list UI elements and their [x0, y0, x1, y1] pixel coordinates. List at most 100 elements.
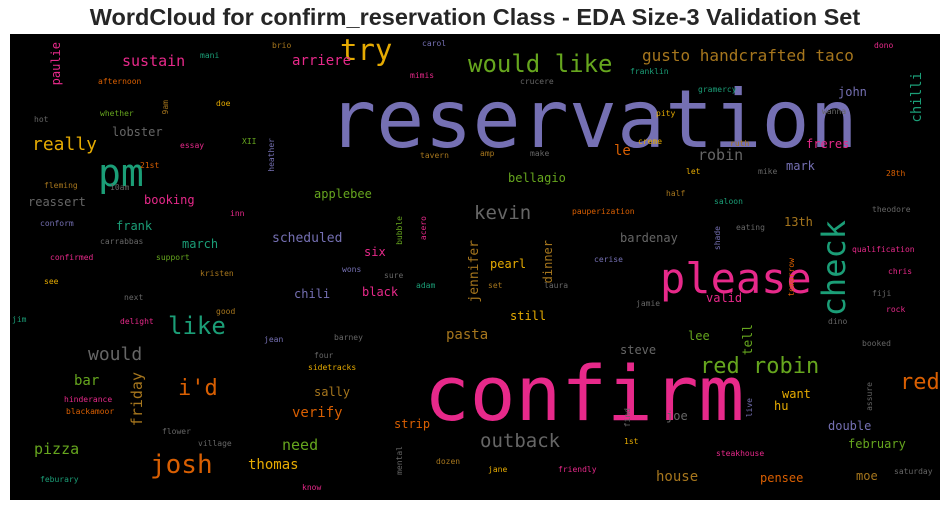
cloud-word: jamie: [636, 299, 661, 308]
cloud-word: dono: [874, 41, 894, 50]
cloud-word: steve: [620, 343, 657, 357]
cloud-word: jean: [264, 335, 284, 344]
cloud-word: jim: [12, 315, 27, 324]
cloud-word: wons: [342, 265, 362, 274]
cloud-word: would like: [468, 50, 613, 78]
cloud-word: booked: [862, 339, 891, 348]
cloud-word: strip: [394, 417, 431, 431]
cloud-word: crucere: [520, 77, 554, 86]
cloud-word: eating: [736, 223, 765, 232]
cloud-word: shade: [713, 226, 722, 251]
cloud-word: laura: [544, 281, 569, 290]
cloud-word: sally: [314, 385, 351, 399]
cloud-word: need: [282, 436, 319, 454]
cloud-word: red robin: [700, 354, 820, 379]
cloud-word: barney: [334, 333, 363, 342]
cloud-word: black: [362, 285, 399, 299]
cloud-word: 10am: [110, 183, 130, 192]
cloud-word: fiji: [872, 289, 892, 298]
cloud-word: kevin: [474, 202, 532, 224]
cloud-word: le: [614, 143, 631, 159]
chart-title: WordCloud for confirm_reservation Class …: [89, 4, 861, 30]
cloud-word: ruth: [730, 139, 750, 148]
cloud-word: live: [745, 398, 754, 418]
cloud-word: whether: [100, 109, 134, 118]
cloud-word: josh: [150, 450, 213, 480]
cloud-word: find: [623, 408, 632, 428]
cloud-word: scheduled: [272, 231, 343, 246]
cloud-word: six: [364, 245, 386, 259]
cloud-word: sidetracks: [308, 363, 357, 372]
cloud-word: red: [900, 370, 940, 395]
cloud-word: would: [88, 344, 143, 365]
cloud-word: outback: [480, 430, 561, 452]
cloud-word: pasta: [446, 327, 489, 343]
cloud-word: confirmed: [50, 253, 94, 262]
cloud-word: creme: [638, 137, 663, 146]
cloud-word: brio: [272, 41, 292, 50]
cloud-word: chilli: [909, 72, 925, 123]
cloud-word: good: [216, 307, 236, 316]
cloud-word: rock: [886, 305, 906, 314]
cloud-word: gusto handcrafted taco: [642, 46, 854, 65]
cloud-word: mimis: [410, 71, 435, 80]
cloud-word: friday: [128, 372, 146, 427]
wordcloud-canvas: reservation confirm please pm check try josh wo…: [10, 34, 940, 500]
cloud-word: carrabbas: [100, 237, 144, 246]
cloud-word: pensee: [760, 471, 804, 485]
cloud-word: like: [168, 312, 226, 340]
cloud-word: assure: [865, 382, 874, 411]
cloud-word: dozen: [436, 457, 461, 466]
cloud-word: inn: [230, 209, 245, 218]
cloud-word: doe: [216, 99, 231, 108]
cloud-word: moe: [856, 469, 878, 483]
cloud-word: friendly: [558, 465, 597, 474]
cloud-word: arriere: [292, 53, 352, 69]
cloud-word: want: [782, 387, 811, 401]
cloud-word: mark: [786, 159, 815, 173]
cloud-word: 1st: [624, 437, 639, 446]
cloud-word: bubble: [395, 216, 404, 245]
cloud-word: 21st: [140, 161, 160, 170]
cloud-word: jane: [488, 465, 508, 474]
cloud-word: really: [32, 134, 98, 155]
cloud-word: XII: [242, 137, 257, 146]
cloud-word: reservation: [328, 73, 858, 166]
cloud-word: 13th: [784, 215, 813, 229]
cloud-word: tavern: [420, 151, 449, 160]
cloud-word: 9am: [161, 100, 170, 115]
cloud-word: mental: [395, 446, 404, 475]
cloud-word: bellagio: [508, 171, 566, 185]
cloud-word: conform: [40, 219, 74, 228]
cloud-word: chili: [294, 287, 331, 301]
cloud-word: know: [302, 483, 322, 492]
cloud-word: jennifer: [467, 240, 482, 303]
cloud-word: sustain: [122, 52, 186, 70]
cloud-word: joe: [666, 409, 688, 423]
cloud-word: mike: [758, 167, 778, 176]
cloud-word: bardenay: [620, 231, 678, 245]
cloud-word: john: [838, 85, 867, 99]
cloud-word: theodore: [872, 205, 911, 214]
cloud-word: amp: [480, 149, 495, 158]
cloud-word: reassert: [28, 195, 86, 209]
cloud-word: please: [660, 254, 812, 303]
cloud-word: double: [828, 419, 872, 433]
cloud-word: hot: [34, 115, 49, 124]
cloud-word: cerise: [594, 255, 623, 264]
cloud-word: dino: [828, 317, 848, 326]
cloud-word: 28th: [886, 169, 906, 178]
cloud-word: chris: [888, 267, 913, 276]
cloud-word: feburary: [40, 475, 79, 484]
cloud-word: four: [314, 351, 334, 360]
cloud-word: pm: [98, 151, 144, 195]
cloud-word: check: [815, 220, 853, 317]
cloud-word: pity: [656, 109, 676, 118]
cloud-word: delight: [120, 317, 154, 326]
cloud-word: bar: [74, 373, 100, 389]
cloud-word: valid: [706, 291, 743, 305]
cloud-word: february: [848, 437, 906, 451]
cloud-word: kristen: [200, 269, 234, 278]
cloud-word: half: [666, 189, 686, 198]
cloud-word: acero: [419, 216, 428, 241]
